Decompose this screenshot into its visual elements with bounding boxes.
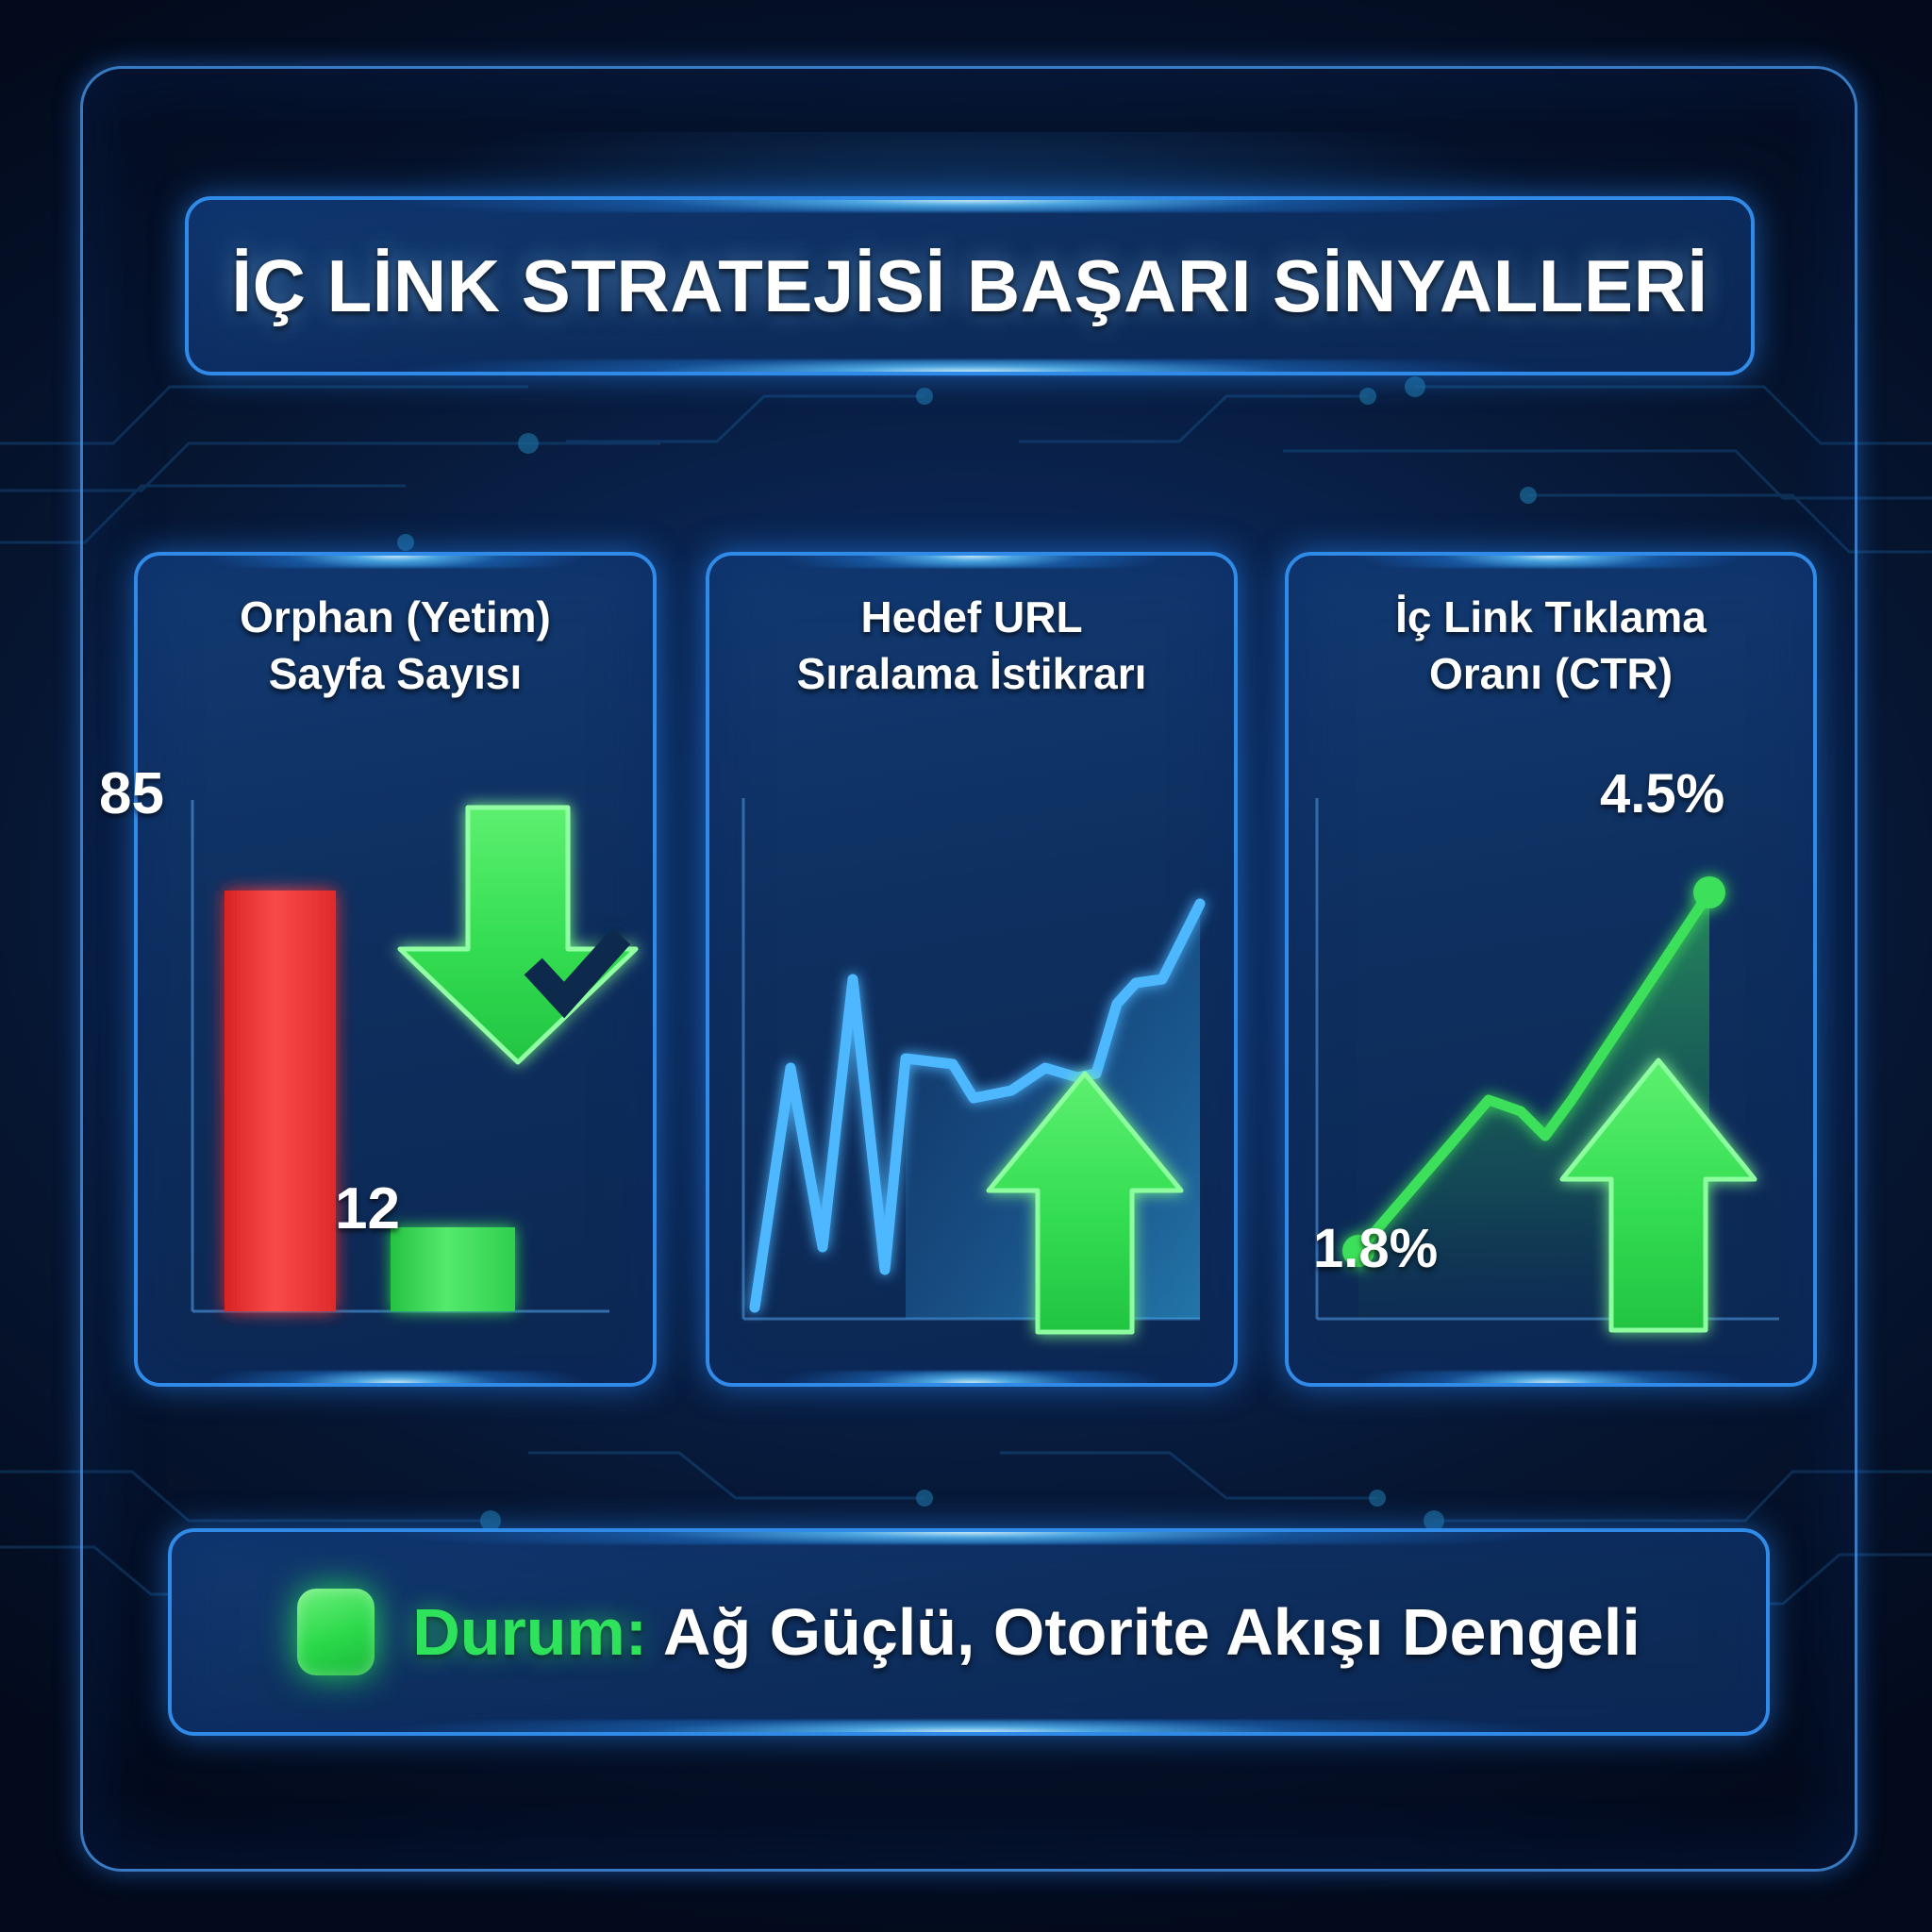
card-internal-link-ctr[interactable]: İç Link Tıklama Oranı (CTR) (1285, 552, 1817, 1387)
orphan-after-value: 12 (335, 1176, 400, 1241)
card2-top-light-streak (709, 556, 1234, 568)
ctr-end-value: 4.5% (1600, 763, 1725, 824)
card-target-url-ranking[interactable]: Hedef URL Sıralama İstikrarı (706, 552, 1238, 1387)
status-bottom-light-streak (172, 1720, 1766, 1732)
card-target-url-ranking-title-line2: Sıralama İstikrarı (796, 648, 1147, 698)
ranking-stability-line-chart (709, 779, 1234, 1383)
title-panel: İÇ LİNK STRATEJİSİ BAŞARI SİNYALLERİ (185, 196, 1755, 375)
title-bottom-light-streak (189, 359, 1751, 372)
title-top-light-streak (189, 200, 1751, 212)
status-top-light-streak (172, 1532, 1766, 1544)
page-title: İÇ LİNK STRATEJİSİ BAŞARI SİNYALLERİ (231, 243, 1708, 327)
ctr-start-value: 1.8% (1313, 1218, 1439, 1279)
ctr-growth-line-chart (1289, 779, 1813, 1383)
status-indicator-icon (297, 1589, 375, 1675)
status-message: Durum: Ağ Güçlü, Otorite Akışı Dengeli (412, 1594, 1641, 1670)
card-orphan-pages-title-line2: Sayfa Sayısı (268, 648, 523, 698)
card-internal-link-ctr-title-line2: Oranı (CTR) (1428, 648, 1674, 698)
orphan-pages-bar-chart (138, 779, 653, 1383)
card-orphan-pages[interactable]: Orphan (Yetim) Sayfa Sayısı (134, 552, 657, 1387)
card-target-url-ranking-title: Hedef URL Sıralama İstikrarı (709, 590, 1234, 703)
card-internal-link-ctr-title-line1: İç Link Tıklama (1395, 592, 1707, 641)
card-target-url-ranking-title-line1: Hedef URL (860, 592, 1083, 641)
status-label: Durum: (412, 1595, 648, 1669)
status-value: Ağ Güçlü, Otorite Akışı Dengeli (662, 1595, 1641, 1669)
orphan-before-value: 85 (99, 761, 164, 826)
card-orphan-pages-title: Orphan (Yetim) Sayfa Sayısı (138, 590, 653, 703)
status-panel: Durum: Ağ Güçlü, Otorite Akışı Dengeli (168, 1528, 1770, 1736)
card1-top-light-streak (138, 556, 653, 568)
card-orphan-pages-title-line1: Orphan (Yetim) (240, 592, 551, 641)
card-internal-link-ctr-title: İç Link Tıklama Oranı (CTR) (1289, 590, 1813, 703)
card3-top-light-streak (1289, 556, 1813, 568)
